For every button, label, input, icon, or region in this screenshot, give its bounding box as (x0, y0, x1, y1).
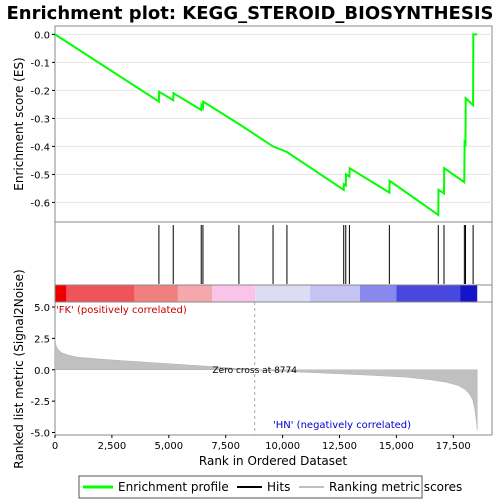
heatmap-band (177, 285, 213, 302)
es-y-tick-label: 0.0 (34, 30, 50, 41)
x-axis-label: Rank in Ordered Dataset (199, 454, 347, 468)
heatmap-band (460, 285, 478, 302)
enrichment-profile-line (54, 33, 478, 217)
x-tick-label: 12,500 (322, 441, 357, 452)
metric-y-tick-label: 0.0 (34, 366, 50, 377)
heatmap-band (212, 285, 256, 302)
legend-hits-label: Hits (267, 480, 290, 494)
es-y-tick-label: -0.6 (30, 198, 50, 209)
heatmap-band (359, 285, 397, 302)
chart-title: Enrichment plot: KEGG_STEROID_BIOSYNTHES… (7, 3, 494, 24)
heatmap-band (66, 285, 135, 302)
metric-y-tick-label: 2.5 (34, 334, 50, 345)
positive-correlation-label: 'FK' (positively correlated) (56, 305, 187, 316)
x-tick-label: 15,000 (379, 441, 414, 452)
es-y-axis-label: Enrichment score (ES) (12, 57, 26, 190)
metric-y-ticks: 5.0 2.5 0.0 -2.5 -5.0 (30, 303, 55, 439)
es-y-tick-label: -0.3 (30, 114, 50, 125)
heatmap-band (309, 285, 360, 302)
metric-y-axis-label: Ranked list metric (Signal2Noise) (12, 269, 26, 468)
x-tick-label: 17,500 (436, 441, 471, 452)
hits-markers (158, 225, 474, 284)
heatmap-band (134, 285, 178, 302)
heatmap-band (255, 285, 310, 302)
x-tick-label: 5,000 (154, 441, 183, 452)
metric-y-tick-label: 5.0 (34, 303, 50, 314)
negative-correlation-label: 'HN' (negatively correlated) (273, 420, 411, 431)
es-y-tick-label: -0.5 (30, 170, 50, 181)
es-y-tick-label: -0.4 (30, 142, 50, 153)
x-tick-label: 7,500 (211, 441, 240, 452)
heatmap-band (55, 285, 67, 302)
x-tick-label: 10,000 (265, 441, 300, 452)
zero-cross-label: Zero cross at 8774 (212, 366, 297, 376)
heatmap-band (396, 285, 461, 302)
es-y-ticks: 0.0 -0.1 -0.2 -0.3 -0.4 -0.5 -0.6 (30, 30, 55, 209)
es-y-tick-label: -0.1 (30, 58, 50, 69)
legend-enrichment-label: Enrichment profile (118, 480, 229, 494)
es-y-tick-label: -0.2 (30, 86, 50, 97)
ranking-metric-area (54, 338, 478, 431)
metric-y-tick-label: -2.5 (30, 397, 50, 408)
metric-y-tick-label: -5.0 (30, 428, 50, 439)
ranking-heatmap-bar (55, 285, 478, 302)
metric-x-ticks: 0 2,500 5,000 7,500 10,000 12,500 15,000 17,500 (52, 435, 471, 452)
x-tick-label: 0 (52, 441, 58, 452)
x-tick-label: 2,500 (98, 441, 127, 452)
legend-metric-label: Ranking metric scores (329, 480, 462, 494)
es-panel (54, 25, 493, 223)
